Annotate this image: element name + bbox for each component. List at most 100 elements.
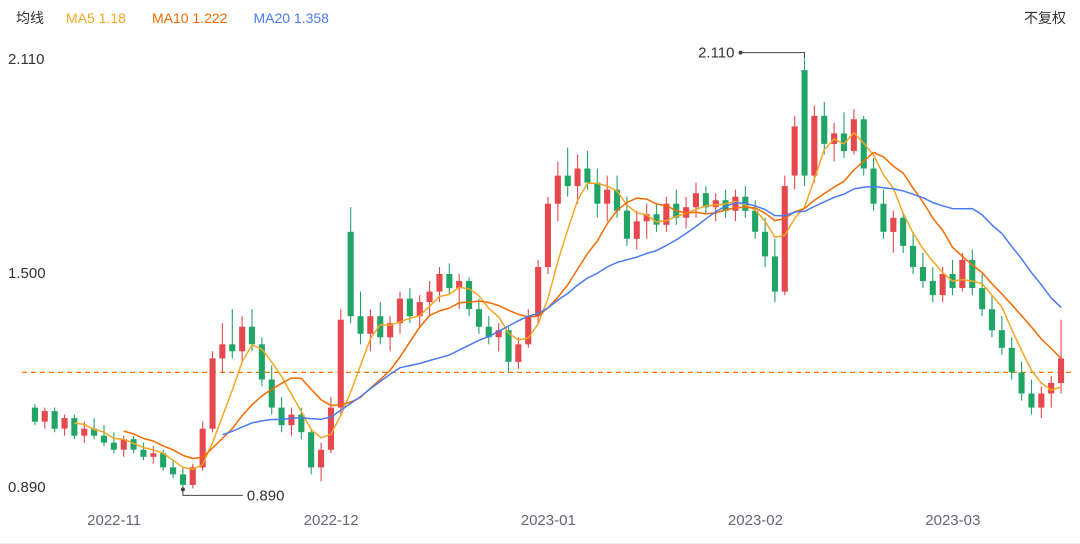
candle (880, 189, 887, 239)
candle-body (1038, 393, 1045, 408)
candle-body (604, 189, 611, 204)
candle-body (762, 231, 769, 257)
candle (969, 249, 976, 296)
candle (959, 252, 966, 292)
candle (347, 207, 354, 324)
ma5-legend-value: MA5 1.18 (66, 10, 126, 26)
candle-body (268, 379, 275, 408)
candle (446, 263, 453, 296)
candle (890, 210, 897, 253)
candle (1028, 379, 1035, 415)
candle-body (150, 453, 157, 457)
candle-body (515, 344, 522, 362)
candle-body (495, 330, 502, 338)
candle-body (584, 168, 591, 183)
candle-body (791, 126, 798, 176)
candle-body (919, 267, 926, 282)
candle (673, 189, 680, 225)
candle (564, 147, 571, 197)
low-annotation-dot (180, 487, 185, 492)
candle-body (821, 115, 828, 144)
candle (416, 295, 423, 327)
candle (209, 351, 216, 433)
candle-body (929, 281, 936, 296)
candle-body (239, 326, 246, 352)
candle (1008, 337, 1015, 380)
candle (337, 309, 344, 415)
candle-body (969, 259, 976, 288)
ma20-line (222, 185, 1062, 436)
candle-body (702, 193, 709, 208)
candle-body (337, 319, 344, 408)
candle-body (623, 210, 630, 239)
candle (485, 316, 492, 345)
candle-body (910, 245, 917, 267)
candle (515, 337, 522, 369)
candle-body (278, 407, 285, 426)
candle (357, 291, 364, 345)
candle (41, 407, 48, 429)
candle-body (781, 186, 788, 292)
candle-body (31, 407, 38, 422)
candle (998, 316, 1005, 355)
candle (396, 291, 403, 334)
candle (712, 193, 719, 222)
candle-body (248, 326, 255, 345)
candle-body (1018, 372, 1025, 394)
candle-body (219, 344, 226, 359)
candle (604, 175, 611, 222)
candle-body (811, 115, 818, 176)
candle (239, 316, 246, 362)
candle (910, 231, 917, 274)
candle-body (416, 302, 423, 317)
candle-body (653, 214, 660, 225)
candle (318, 442, 325, 482)
y-axis-label-low: 0.890 (8, 479, 46, 497)
candle (840, 112, 847, 158)
candle (633, 210, 640, 250)
candle (71, 414, 78, 440)
candle (170, 460, 177, 478)
candle-body (614, 189, 621, 211)
candle-body (396, 298, 403, 324)
candle (988, 295, 995, 338)
candle (308, 428, 315, 475)
candle-body (633, 221, 640, 239)
candle (229, 309, 236, 359)
candle-body (298, 414, 305, 433)
candle (821, 101, 828, 155)
candle-body (692, 193, 699, 208)
candle-body (466, 281, 473, 310)
candle-body (199, 428, 206, 468)
candle (574, 154, 581, 204)
candle-body (979, 288, 986, 310)
candle-body (51, 411, 58, 429)
candle (653, 203, 660, 232)
candle-body (998, 330, 1005, 348)
candle-body (850, 119, 857, 151)
x-axis-label: 2022-11 (87, 512, 142, 529)
high-annotation-dot (738, 50, 743, 55)
candle-body (801, 70, 808, 176)
candle (811, 105, 818, 183)
candle (742, 186, 749, 218)
candle-body (130, 439, 137, 450)
adjustment-mode-toggle[interactable]: 不复权 (1024, 10, 1066, 26)
candle-body (564, 175, 571, 187)
candle (475, 298, 482, 334)
candle (367, 309, 374, 352)
candle (643, 203, 650, 239)
candle-body (446, 274, 453, 289)
candle (1048, 375, 1055, 408)
candle-body (41, 411, 48, 422)
candle-body (436, 274, 443, 292)
x-axis-label: 2023-02 (727, 512, 783, 529)
high-annotation-line (740, 52, 805, 59)
x-axis-label: 2023-03 (925, 512, 981, 529)
candle (919, 252, 926, 289)
candle (406, 288, 413, 324)
candle-body (209, 358, 216, 429)
candle-body (574, 168, 581, 187)
candle (495, 323, 502, 352)
